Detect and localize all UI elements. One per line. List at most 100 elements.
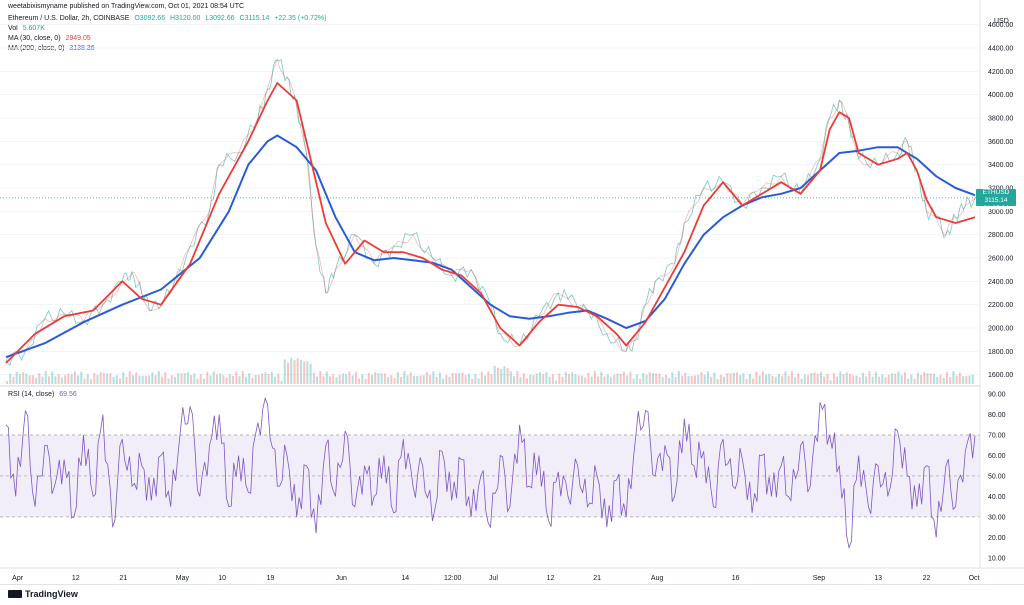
volume-bar: [125, 376, 128, 384]
tradingview-logo-icon: [8, 590, 22, 598]
volume-bar: [813, 372, 816, 384]
ma200-line[interactable]: [5, 134, 976, 359]
time-axis[interactable]: Apr 12 21 May 10 19 Jun 14 12:00 Jul 12 21 Aug 16 Sep 1…: [12, 575, 979, 582]
volume-bar: [47, 376, 50, 384]
volume-bar: [212, 371, 215, 384]
volume-bar: [674, 377, 677, 384]
footer: TradingView: [0, 584, 1024, 605]
rsi-tick-label: 70.00: [988, 433, 1006, 440]
volume-bar: [587, 372, 590, 384]
volume-bar: [64, 375, 67, 384]
volume-bar: [593, 371, 596, 384]
volume-bar: [474, 374, 477, 384]
volume-bar: [299, 359, 302, 384]
rsi-band: [0, 435, 980, 517]
volume-bar: [183, 372, 186, 384]
ma30-line[interactable]: [5, 82, 976, 364]
badge-symbol: ETHUSD: [982, 189, 1010, 196]
rsi-line[interactable]: [5, 396, 976, 550]
volume-bar: [225, 377, 228, 384]
volume-bar: [490, 374, 493, 384]
volume-bar: [538, 372, 541, 384]
volume-bar: [642, 372, 645, 384]
volume-bar: [671, 372, 674, 384]
price-lines: [5, 58, 976, 367]
volume-bar: [480, 371, 483, 384]
volume-bar: [28, 375, 31, 384]
volume-bar: [868, 371, 871, 384]
price-candles[interactable]: [5, 59, 976, 367]
volume-bar: [913, 378, 916, 384]
volume-bar: [57, 374, 60, 384]
volume-bar: [280, 380, 283, 384]
ma30-label[interactable]: MA (30, close, 0): [8, 35, 61, 42]
rsi-tick-label: 60.00: [988, 453, 1006, 460]
volume-bar: [639, 378, 642, 384]
volume-bar: [797, 373, 800, 384]
rsi-tick-label: 80.00: [988, 412, 1006, 419]
rsi-tick-label: 30.00: [988, 514, 1006, 521]
volume-bar: [96, 375, 99, 384]
volume-bar: [209, 375, 212, 384]
volume-bar: [241, 371, 244, 384]
rsi-label[interactable]: RSI (14, close): [8, 391, 55, 398]
volume-bar: [245, 377, 248, 384]
volume-bar: [303, 361, 306, 384]
volume-bar: [761, 371, 764, 384]
volume-bar: [509, 371, 512, 384]
volume-bar: [419, 375, 422, 384]
volume-bar: [400, 377, 403, 384]
price-tick-label: 2600.00: [988, 256, 1013, 263]
volume-bar: [632, 378, 635, 384]
volume-bar: [264, 372, 267, 384]
time-tick-label: Apr: [12, 575, 24, 582]
volume-bar: [335, 377, 338, 384]
volume-bar: [270, 371, 273, 384]
volume-bar: [170, 375, 173, 384]
volume-bar: [115, 375, 118, 384]
volume-bar: [768, 373, 771, 384]
volume-bar: [887, 374, 890, 384]
volume-bar: [290, 357, 293, 384]
price-tick-label: 1800.00: [988, 349, 1013, 356]
volume-bar: [878, 376, 881, 384]
volume-bar: [251, 378, 254, 384]
volume-bar: [726, 372, 729, 384]
volume-bar: [845, 372, 848, 384]
rsi-axis[interactable]: 10.00 20.00 30.00 40.00 50.00 60.00 70.00 80.00…: [988, 392, 1006, 563]
volume-bar: [687, 376, 690, 384]
volume-bar: [448, 376, 451, 384]
volume-bar: [471, 379, 474, 384]
volume-bar: [742, 373, 745, 384]
volume-bar: [31, 375, 34, 384]
volume-bar: [874, 371, 877, 384]
volume-bar: [154, 375, 157, 384]
tradingview-logo[interactable]: TradingView: [8, 589, 78, 599]
volume-bar: [60, 377, 63, 384]
symbol-title[interactable]: Ethereum / U.S. Dollar, 2h, COINBASE: [8, 15, 130, 22]
time-tick-label: Aug: [651, 575, 664, 582]
volume-bar: [871, 376, 874, 384]
volume-bar: [735, 372, 738, 384]
volume-bar: [629, 372, 632, 384]
volume-bar: [390, 375, 393, 384]
volume-bar: [248, 373, 251, 384]
volume-bar: [655, 373, 658, 384]
volume-bar: [939, 374, 942, 384]
volume-bar: [351, 375, 354, 384]
volume-bar: [658, 373, 661, 384]
volume-bar: [89, 378, 92, 384]
volume-bar: [235, 371, 238, 384]
volume-label[interactable]: Vol: [8, 25, 18, 32]
volume-bar: [849, 374, 852, 384]
time-tick-label: 21: [119, 575, 127, 582]
volume-bar: [232, 375, 235, 384]
volume-bar: [664, 375, 667, 384]
chart-canvas[interactable]: 1600.00 1800.00 2000.00 2200.00 2400.00 2600.…: [0, 0, 1024, 584]
rsi-tick-label: 20.00: [988, 535, 1006, 542]
volume-bar: [842, 374, 845, 384]
rsi-value: 69.56: [59, 391, 77, 398]
volume-bar: [558, 373, 561, 384]
volume-bar: [519, 377, 522, 384]
volume-bar: [38, 373, 41, 384]
